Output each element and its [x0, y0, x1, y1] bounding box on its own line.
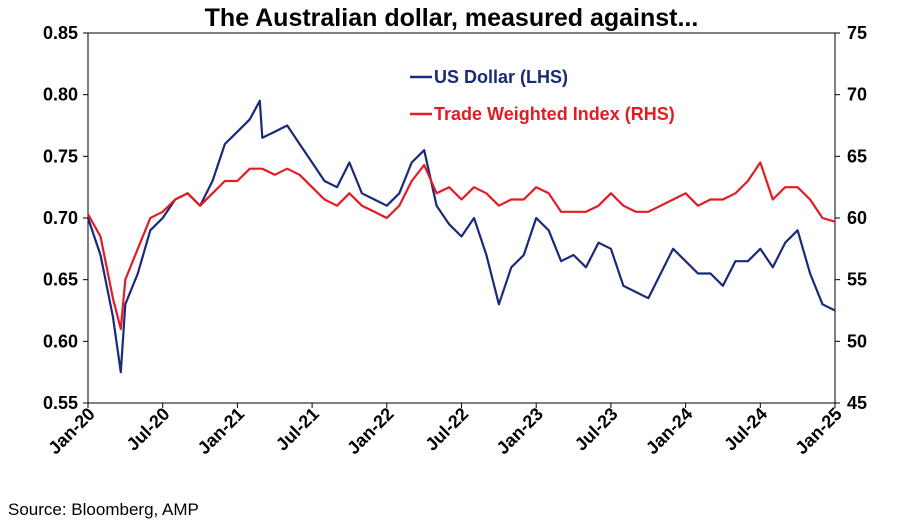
x-tick-label: Jan-21 — [194, 404, 248, 458]
x-tick-label: Jan-24 — [642, 404, 696, 458]
right-y-axis: 45 50 55 60 65 70 75 — [835, 23, 867, 413]
right-tick-label: 45 — [847, 393, 867, 413]
right-tick-label: 75 — [847, 23, 867, 43]
left-tick-label: 0.55 — [43, 393, 78, 413]
x-tick-label: Jul-20 — [123, 404, 174, 455]
left-tick-label: 0.60 — [43, 331, 78, 351]
right-tick-label: 65 — [847, 146, 867, 166]
chart-title: The Australian dollar, measured against.… — [204, 4, 699, 32]
trade-weighted-index-line — [87, 161, 836, 331]
left-tick-label: 0.70 — [43, 208, 78, 228]
x-tick-label: Jul-23 — [571, 404, 622, 455]
left-tick-label: 0.85 — [43, 23, 78, 43]
left-tick-label: 0.80 — [43, 85, 78, 105]
series-layer — [86, 99, 836, 374]
legend-label: US Dollar (LHS) — [434, 67, 568, 87]
legend: US Dollar (LHS) Trade Weighted Index (RHS… — [410, 67, 675, 124]
x-tick-label: Jan-23 — [493, 404, 547, 458]
legend-label: Trade Weighted Index (RHS) — [434, 104, 675, 124]
x-tick-label: Jul-21 — [272, 404, 323, 455]
x-tick-label: Jan-22 — [343, 404, 397, 458]
left-tick-label: 0.65 — [43, 270, 78, 290]
right-tick-label: 60 — [847, 208, 867, 228]
left-y-axis: 0.55 0.60 0.65 0.70 0.75 0.80 0.85 — [43, 23, 88, 413]
x-tick-label: Jul-24 — [720, 404, 771, 455]
x-tick-label: Jan-25 — [791, 404, 845, 458]
right-tick-label: 70 — [847, 85, 867, 105]
right-tick-label: 50 — [847, 331, 867, 351]
right-tick-label: 55 — [847, 270, 867, 290]
source-note: Source: Bloomberg, AMP — [8, 500, 199, 519]
us-dollar-line — [86, 99, 836, 374]
plot-border — [87, 32, 836, 404]
left-tick-label: 0.75 — [43, 146, 78, 166]
plot-frame — [87, 32, 836, 404]
x-axis: Jan-20 Jul-20 Jan-21 Jul-21 Jan-22 Jul-22 Jan-… — [44, 403, 846, 458]
x-tick-label: Jul-22 — [421, 404, 472, 455]
